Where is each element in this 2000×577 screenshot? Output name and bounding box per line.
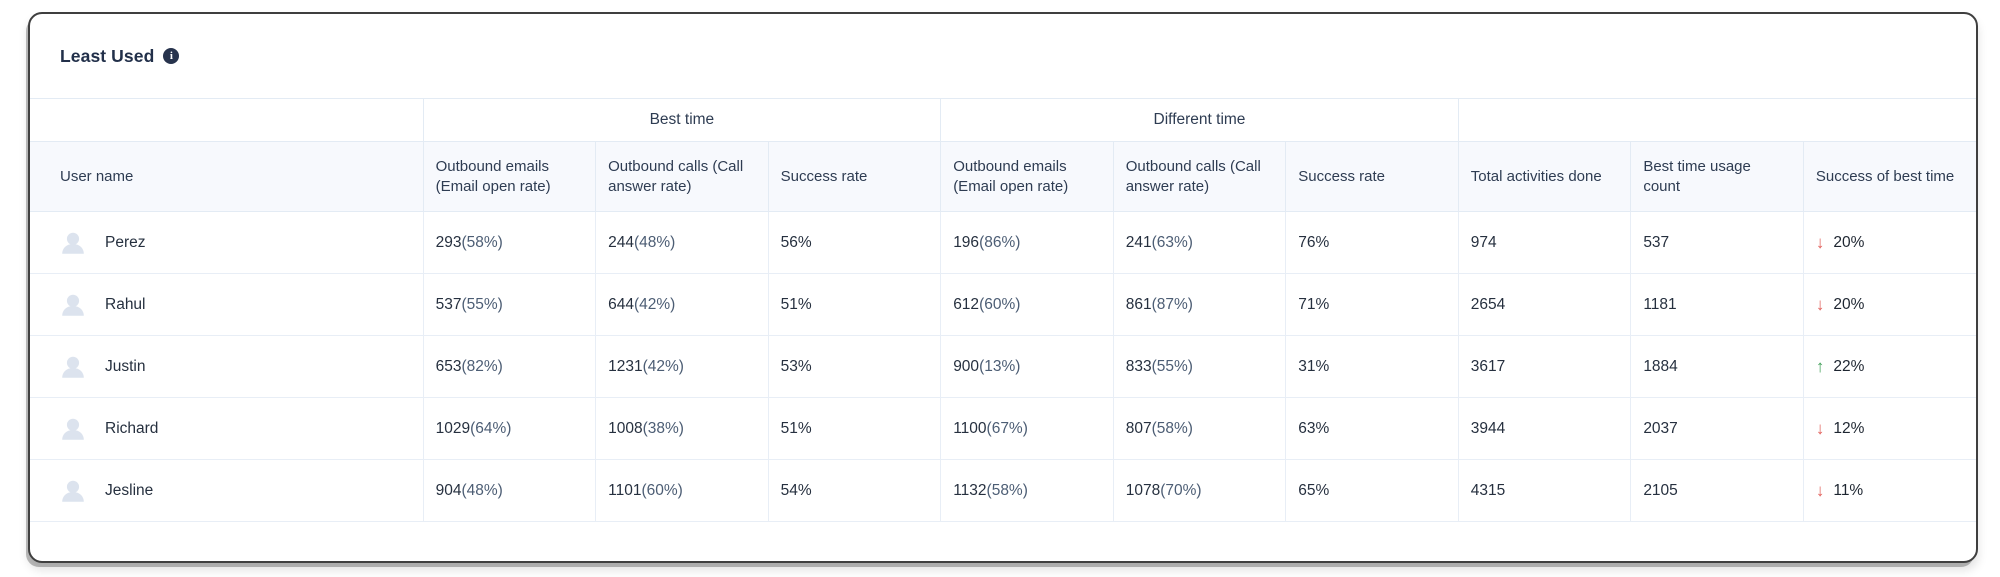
cell-dt-outbound-emails: 196(86%) <box>940 211 1114 274</box>
user-avatar-icon <box>62 356 84 378</box>
cell-best-time-usage: 1884 <box>1630 335 1804 398</box>
column-header-user-name: User name <box>30 141 424 212</box>
least-used-card: Least Used i Best time Different time Us… <box>28 12 1978 563</box>
user-name: Rahul <box>105 295 146 313</box>
least-used-table: Best time Different time User name Outbo… <box>30 98 1976 522</box>
cell-best-time-usage: 1181 <box>1630 273 1804 336</box>
cell-dt-outbound-calls: 861(87%) <box>1112 273 1286 336</box>
cell-best-time-usage: 537 <box>1630 211 1804 274</box>
user-name: Richard <box>105 419 159 437</box>
column-header-success-of-best-time: Success of best time <box>1802 141 1976 212</box>
cell-dt-outbound-calls: 807(58%) <box>1112 397 1286 460</box>
trend-value: 22% <box>1833 357 1865 375</box>
cell-bt-outbound-emails: 293(58%) <box>422 211 596 274</box>
cell-bt-outbound-calls: 1101(60%) <box>595 459 769 522</box>
cell-bt-outbound-calls: 244(48%) <box>595 211 769 274</box>
trend-value: 20% <box>1833 233 1865 251</box>
cell-total-activities: 3617 <box>1457 335 1631 398</box>
cell-dt-outbound-emails: 612(60%) <box>940 273 1114 336</box>
cell-bt-outbound-calls: 1231(42%) <box>595 335 769 398</box>
cell-total-activities: 2654 <box>1457 273 1631 336</box>
column-header-bt-success-rate: Success rate <box>767 141 941 212</box>
column-header-total-activities: Total activities done <box>1457 141 1631 212</box>
column-header-dt-success-rate: Success rate <box>1285 141 1459 212</box>
cell-bt-success-rate: 51% <box>767 273 941 336</box>
trend-arrow-icon: ↓ <box>1815 233 1825 252</box>
cell-success-of-best-time: ↓ 20% <box>1802 211 1976 274</box>
cell-total-activities: 4315 <box>1457 459 1631 522</box>
group-header-different-time: Different time <box>940 98 1459 142</box>
user-avatar-icon <box>62 480 84 502</box>
cell-success-of-best-time: ↓ 12% <box>1802 397 1976 460</box>
column-header-dt-outbound-emails: Outbound emails (Email open rate) <box>940 141 1114 212</box>
user-avatar-icon <box>62 232 84 254</box>
card-footer-spacer <box>30 522 1976 561</box>
card-header: Least Used i <box>30 14 1976 98</box>
user-name-cell: Jesline <box>30 459 424 522</box>
column-header-row: User name Outbound emails (Email open ra… <box>30 141 1976 212</box>
trend-arrow-icon: ↓ <box>1815 419 1825 438</box>
cell-dt-outbound-emails: 900(13%) <box>940 335 1114 398</box>
group-header-best-time: Best time <box>422 98 942 142</box>
cell-dt-success-rate: 63% <box>1285 397 1459 460</box>
user-name-cell: Perez <box>30 211 424 274</box>
cell-bt-outbound-emails: 904(48%) <box>422 459 596 522</box>
cell-dt-success-rate: 76% <box>1285 211 1459 274</box>
cell-success-of-best-time: ↓ 20% <box>1802 273 1976 336</box>
cell-bt-success-rate: 53% <box>767 335 941 398</box>
user-name-cell: Justin <box>30 335 424 398</box>
cell-success-of-best-time: ↓ 11% <box>1802 459 1976 522</box>
table-row: Jesline 904(48%) 1101(60%) 54% 1132(58%)… <box>30 459 1976 522</box>
cell-dt-success-rate: 65% <box>1285 459 1459 522</box>
cell-bt-success-rate: 51% <box>767 397 941 460</box>
user-name-cell: Richard <box>30 397 424 460</box>
cell-total-activities: 3944 <box>1457 397 1631 460</box>
user-avatar-icon <box>62 418 84 440</box>
cell-dt-outbound-calls: 1078(70%) <box>1112 459 1286 522</box>
trend-arrow-icon: ↓ <box>1815 481 1825 500</box>
cell-bt-outbound-emails: 537(55%) <box>422 273 596 336</box>
group-header-row: Best time Different time <box>30 98 1976 142</box>
trend-value: 12% <box>1833 419 1865 437</box>
trend-arrow-icon: ↓ <box>1815 295 1825 314</box>
cell-best-time-usage: 2105 <box>1630 459 1804 522</box>
info-icon[interactable]: i <box>163 48 180 64</box>
cell-bt-outbound-emails: 1029(64%) <box>422 397 596 460</box>
user-name: Perez <box>105 233 146 251</box>
cell-dt-outbound-calls: 241(63%) <box>1112 211 1286 274</box>
cell-dt-success-rate: 31% <box>1285 335 1459 398</box>
table-row: Justin 653(82%) 1231(42%) 53% 900(13%) 8… <box>30 335 1976 398</box>
cell-bt-success-rate: 56% <box>767 211 941 274</box>
user-name: Jesline <box>105 481 154 499</box>
trend-arrow-icon: ↑ <box>1815 357 1825 376</box>
table-row: Perez 293(58%) 244(48%) 56% 196(86%) 241… <box>30 211 1976 274</box>
cell-total-activities: 974 <box>1457 211 1631 274</box>
user-name-cell: Rahul <box>30 273 424 336</box>
cell-success-of-best-time: ↑ 22% <box>1802 335 1976 398</box>
cell-dt-outbound-emails: 1132(58%) <box>940 459 1114 522</box>
column-header-bt-outbound-calls: Outbound calls (Call answer rate) <box>595 141 769 212</box>
column-header-best-time-usage: Best time usage count <box>1630 141 1804 212</box>
cell-bt-outbound-emails: 653(82%) <box>422 335 596 398</box>
cell-dt-success-rate: 71% <box>1285 273 1459 336</box>
group-header-spacer <box>30 98 424 142</box>
table-row: Rahul 537(55%) 644(42%) 51% 612(60%) 861… <box>30 273 1976 336</box>
user-avatar-icon <box>62 294 84 316</box>
trend-value: 20% <box>1833 295 1865 313</box>
cell-bt-outbound-calls: 644(42%) <box>595 273 769 336</box>
trend-value: 11% <box>1833 481 1864 499</box>
cell-dt-outbound-calls: 833(55%) <box>1112 335 1286 398</box>
user-name: Justin <box>105 357 146 375</box>
cell-bt-success-rate: 54% <box>767 459 941 522</box>
cell-dt-outbound-emails: 1100(67%) <box>940 397 1114 460</box>
table-row: Richard 1029(64%) 1008(38%) 51% 1100(67%… <box>30 397 1976 460</box>
column-header-bt-outbound-emails: Outbound emails (Email open rate) <box>422 141 596 212</box>
cell-best-time-usage: 2037 <box>1630 397 1804 460</box>
column-header-dt-outbound-calls: Outbound calls (Call answer rate) <box>1112 141 1286 212</box>
card-title: Least Used <box>60 45 155 66</box>
group-header-spacer <box>1458 98 1976 142</box>
cell-bt-outbound-calls: 1008(38%) <box>595 397 769 460</box>
